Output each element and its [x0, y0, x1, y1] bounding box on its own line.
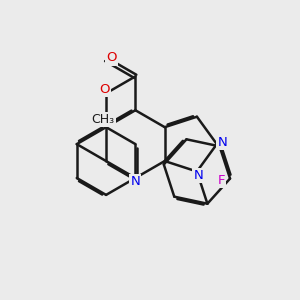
Text: CH₃: CH₃	[92, 113, 115, 126]
Text: O: O	[106, 52, 117, 64]
Text: N: N	[130, 175, 140, 188]
Text: O: O	[99, 83, 110, 96]
Text: N: N	[194, 169, 203, 182]
Text: N: N	[217, 136, 227, 149]
Text: F: F	[218, 173, 225, 187]
